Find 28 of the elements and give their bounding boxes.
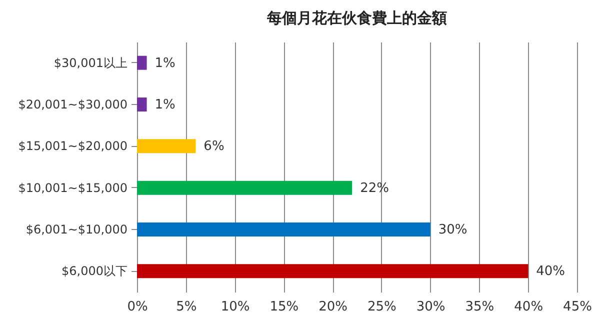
bar bbox=[137, 98, 147, 112]
y-tick-label: $20,001~$30,000 bbox=[18, 98, 128, 112]
bar bbox=[137, 139, 196, 154]
bar bbox=[137, 56, 147, 70]
x-tick-label: 10% bbox=[220, 300, 250, 314]
bar bbox=[137, 180, 352, 195]
x-tick-label: 0% bbox=[127, 300, 148, 314]
data-label: 40% bbox=[536, 264, 566, 280]
x-tick-label: 40% bbox=[514, 300, 544, 314]
x-tick-label: 25% bbox=[367, 300, 396, 314]
data-label: 6% bbox=[204, 139, 224, 154]
bar bbox=[137, 222, 430, 236]
x-tick-label: 35% bbox=[465, 300, 494, 314]
x-tick-label: 5% bbox=[176, 300, 197, 314]
bar bbox=[137, 264, 528, 278]
x-tick-label: 45% bbox=[563, 300, 592, 314]
y-tick-label: $30,001以上 bbox=[54, 56, 128, 70]
x-tick-label: 15% bbox=[270, 300, 299, 314]
x-tick-label: 30% bbox=[416, 300, 446, 314]
data-label: 1% bbox=[154, 98, 176, 112]
y-tick-label: $6,000以下 bbox=[62, 264, 128, 278]
y-tick-label: $15,001~$20,000 bbox=[18, 139, 128, 154]
chart-title: 每個月花在伙食費上的金額 bbox=[266, 9, 447, 27]
x-tick-label: 20% bbox=[318, 300, 348, 314]
data-label: 1% bbox=[154, 56, 176, 71]
data-label: 30% bbox=[438, 222, 468, 238]
y-tick-label: $6,001~$10,000 bbox=[26, 222, 128, 236]
y-tick-label: $10,001~$15,000 bbox=[18, 180, 128, 195]
